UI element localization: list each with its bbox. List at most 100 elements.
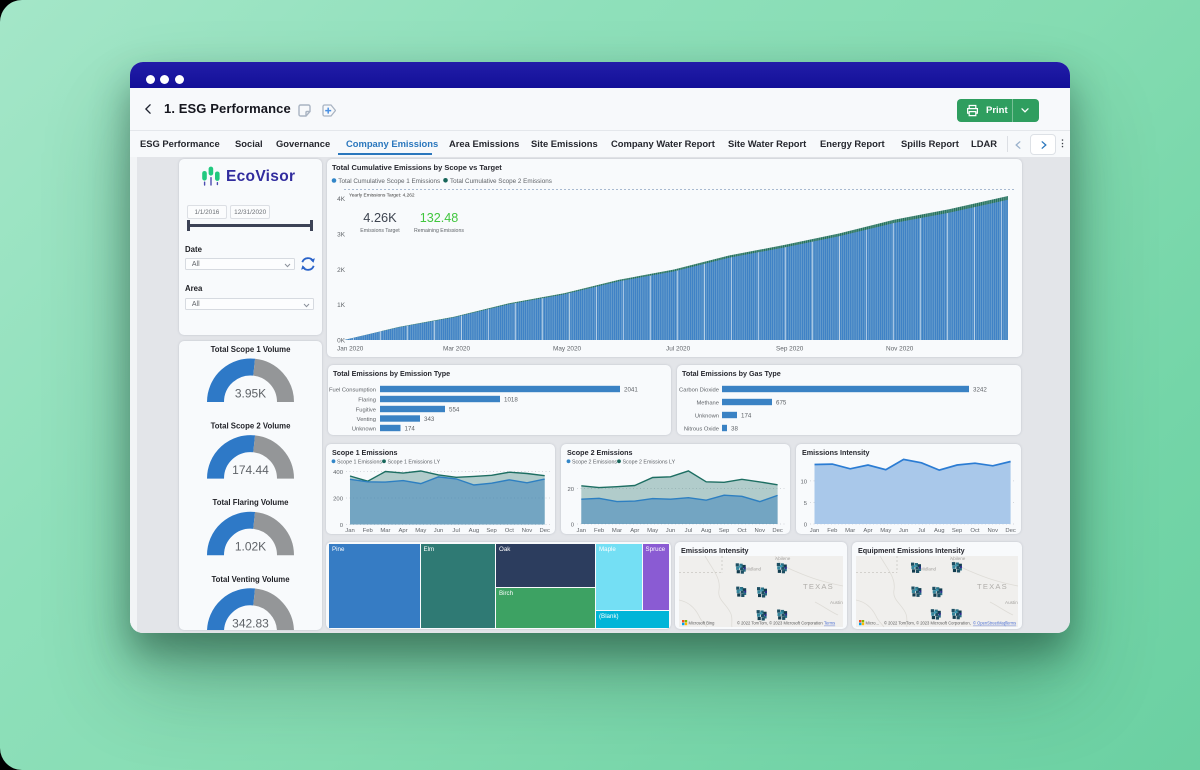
svg-text:Fuel Consumption: Fuel Consumption	[329, 388, 376, 394]
svg-text:3K: 3K	[337, 231, 346, 238]
svg-text:Equipment Emissions Intensity: Equipment Emissions Intensity	[858, 546, 965, 555]
svg-text:Carbon Dioxide: Carbon Dioxide	[679, 388, 719, 394]
svg-text:Flaring: Flaring	[358, 398, 376, 404]
svg-text:Unknown: Unknown	[352, 427, 376, 433]
svg-text:Apr: Apr	[630, 528, 639, 534]
svg-text:Remaining Emissions: Remaining Emissions	[414, 228, 464, 234]
svg-text:TEXAS: TEXAS	[803, 582, 834, 591]
svg-text:132.48: 132.48	[420, 211, 459, 225]
svg-text:Jul 2020: Jul 2020	[666, 346, 691, 353]
svg-text:Nitrous Oxide: Nitrous Oxide	[684, 427, 719, 433]
svg-text:Nov: Nov	[755, 528, 766, 534]
svg-text:Nov 2020: Nov 2020	[886, 346, 914, 353]
svg-text:174.44: 174.44	[232, 463, 269, 477]
svg-text:2K: 2K	[337, 267, 346, 274]
svg-text:Total Scope 1 Volume: Total Scope 1 Volume	[211, 345, 292, 354]
svg-text:Apr: Apr	[399, 528, 408, 534]
svg-text:Sep 2020: Sep 2020	[776, 346, 804, 353]
svg-text:May: May	[647, 528, 658, 534]
svg-text:1K: 1K	[337, 302, 346, 309]
svg-text:Nov: Nov	[988, 528, 999, 534]
svg-text:Aug: Aug	[934, 528, 944, 534]
svg-text:38: 38	[731, 426, 738, 433]
svg-text:Dec: Dec	[1005, 528, 1016, 534]
svg-text:Emissions Intensity: Emissions Intensity	[802, 448, 870, 457]
svg-text:Total Venting Volume: Total Venting Volume	[211, 575, 290, 584]
svg-text:Austin: Austin	[1005, 600, 1018, 605]
svg-text:Austin: Austin	[830, 600, 843, 605]
svg-text:Total Flaring Volume: Total Flaring Volume	[213, 498, 290, 507]
svg-text:Total Cumulative Emissions by: Total Cumulative Emissions by Scope vs T…	[332, 163, 502, 172]
svg-text:400: 400	[333, 470, 344, 476]
svg-text:4K: 4K	[337, 196, 346, 203]
svg-text:10: 10	[800, 479, 807, 485]
svg-text:Scope 2 Emissions: Scope 2 Emissions	[572, 460, 617, 466]
svg-text:0: 0	[340, 523, 344, 529]
svg-text:Nov: Nov	[522, 528, 533, 534]
svg-text:May: May	[415, 528, 426, 534]
svg-text:675: 675	[776, 400, 787, 407]
svg-text:Oct: Oct	[505, 528, 515, 534]
svg-text:Jan: Jan	[810, 528, 820, 534]
svg-text:Midland: Midland	[920, 567, 937, 572]
svg-text:Feb: Feb	[363, 528, 374, 534]
svg-text:Scope 2 Emissions LY: Scope 2 Emissions LY	[623, 460, 676, 466]
svg-text:Mar 2020: Mar 2020	[443, 346, 470, 353]
svg-text:554: 554	[449, 407, 460, 414]
svg-text:Oct: Oct	[970, 528, 980, 534]
svg-text:Aug: Aug	[701, 528, 711, 534]
svg-text:Scope 1 Emissions LY: Scope 1 Emissions LY	[388, 460, 441, 466]
svg-text:200: 200	[333, 497, 344, 503]
svg-text:Jan: Jan	[345, 528, 355, 534]
svg-text:3.95K: 3.95K	[235, 387, 266, 401]
svg-text:Midland: Midland	[745, 567, 762, 572]
svg-text:1.02K: 1.02K	[235, 540, 266, 554]
svg-text:Micro...: Micro...	[866, 621, 879, 626]
svg-text:20: 20	[567, 487, 574, 493]
svg-text:4.26K: 4.26K	[363, 210, 397, 225]
svg-text:Total Cumulative Scope 1 Emiss: Total Cumulative Scope 1 Emissions	[338, 178, 440, 185]
svg-text:Dec: Dec	[539, 528, 550, 534]
svg-text:Total Emissions by Gas Type: Total Emissions by Gas Type	[682, 369, 781, 378]
svg-text:174: 174	[741, 413, 752, 420]
svg-text:Mar: Mar	[612, 528, 622, 534]
svg-text:Emissions Intensity: Emissions Intensity	[681, 546, 749, 555]
svg-text:Oct: Oct	[737, 528, 747, 534]
svg-text:Sep: Sep	[952, 528, 963, 534]
svg-text:Abilene: Abilene	[950, 556, 966, 561]
svg-text:Jul: Jul	[918, 528, 926, 534]
svg-text:2041: 2041	[624, 387, 638, 394]
svg-text:Total Emissions by Emission Ty: Total Emissions by Emission Type	[333, 369, 450, 378]
svg-text:Terms: Terms	[1005, 621, 1016, 626]
svg-text:0: 0	[804, 523, 808, 529]
svg-text:1018: 1018	[504, 397, 518, 404]
svg-text:Jun: Jun	[434, 528, 444, 534]
svg-text:Fugitive: Fugitive	[356, 408, 376, 414]
svg-text:Scope 2 Emissions: Scope 2 Emissions	[567, 448, 633, 457]
svg-text:Emissions Target: Emissions Target	[360, 228, 400, 234]
svg-text:May 2020: May 2020	[553, 346, 582, 353]
svg-text:Total Cumulative Scope 2 Emiss: Total Cumulative Scope 2 Emissions	[450, 178, 552, 185]
svg-text:Jan: Jan	[577, 528, 587, 534]
svg-text:Dec: Dec	[772, 528, 783, 534]
svg-text:Microsoft Bing: Microsoft Bing	[689, 621, 716, 626]
svg-text:174: 174	[405, 426, 416, 433]
svg-text:343: 343	[424, 416, 435, 423]
svg-text:Terms: Terms	[824, 621, 835, 626]
svg-text:Abilene: Abilene	[775, 556, 791, 561]
svg-text:Yearly Emissions Target: 4,262: Yearly Emissions Target: 4,262	[349, 192, 415, 198]
svg-text:Feb: Feb	[594, 528, 605, 534]
svg-text:Apr: Apr	[863, 528, 872, 534]
svg-text:Jun: Jun	[899, 528, 909, 534]
svg-text:Jul: Jul	[452, 528, 460, 534]
svg-text:Total Scope 2 Volume: Total Scope 2 Volume	[211, 422, 292, 431]
svg-text:3242: 3242	[973, 387, 987, 394]
svg-text:© 2022 TomTom, © 2023 Microsof: © 2022 TomTom, © 2023 Microsoft Corporat…	[737, 621, 823, 626]
svg-text:May: May	[880, 528, 891, 534]
svg-text:TEXAS: TEXAS	[977, 582, 1008, 591]
svg-text:0: 0	[571, 523, 575, 529]
svg-text:Methane: Methane	[696, 401, 719, 407]
svg-text:Venting: Venting	[357, 417, 376, 423]
svg-text:Jan 2020: Jan 2020	[337, 346, 364, 353]
svg-text:0K: 0K	[337, 338, 346, 345]
